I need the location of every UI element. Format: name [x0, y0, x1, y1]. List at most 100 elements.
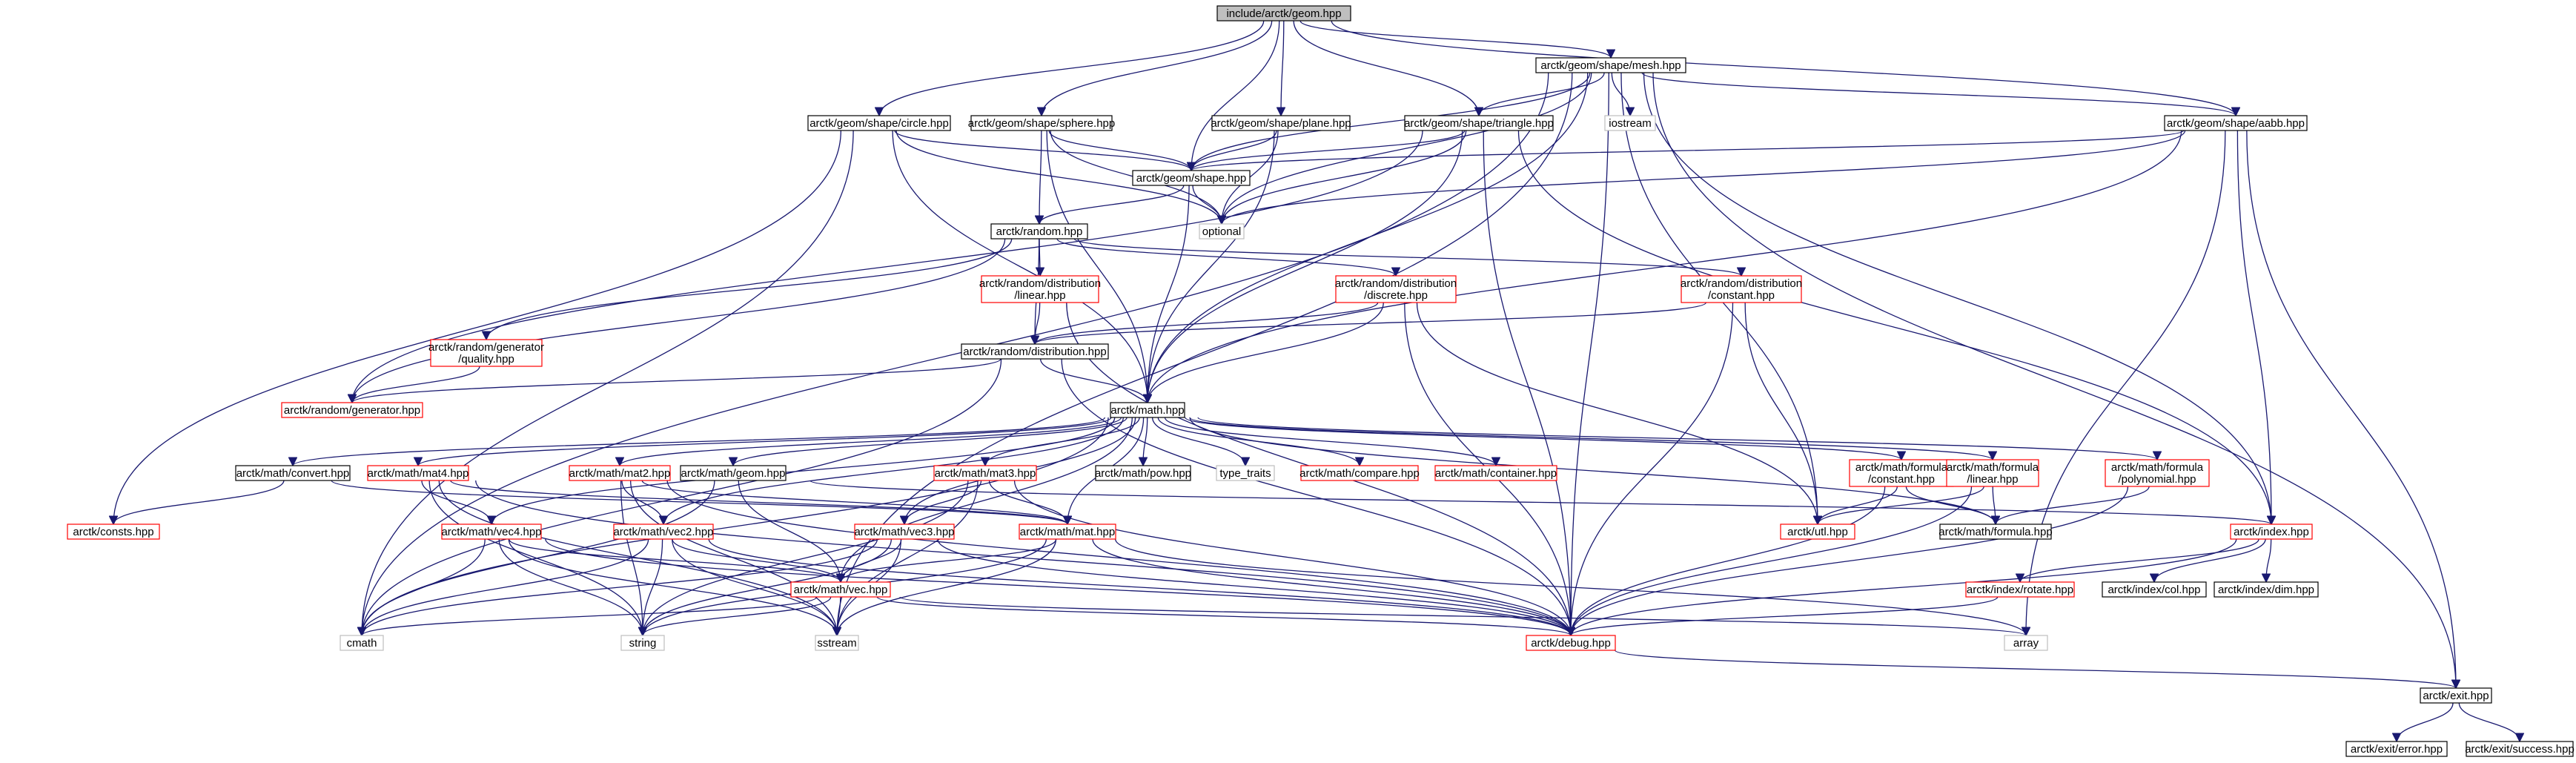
node-vec2[interactable]: arctk/math/vec2.hpp — [613, 523, 714, 540]
node-array: array — [2004, 635, 2048, 651]
node-label: include/arctk/geom.hpp — [1226, 7, 1341, 20]
node-mgeom[interactable]: arctk/math/geom.hpp — [680, 465, 787, 481]
node-rotate[interactable]: arctk/index/rotate.hpp — [1965, 581, 2075, 598]
edge-mesh-to-triangle — [1479, 72, 1605, 116]
node-plane[interactable]: arctk/geom/shape/plane.hpp — [1211, 115, 1351, 131]
edge-vec-to-sstream — [837, 596, 841, 635]
edge-mesh-to-index — [1643, 72, 2271, 524]
edge-math-to-vec2 — [663, 417, 1124, 524]
node-vec4[interactable]: arctk/math/vec4.hpp — [441, 523, 542, 540]
node-success[interactable]: arctk/exit/success.hpp — [2465, 741, 2575, 757]
node-random[interactable]: arctk/random.hpp — [990, 223, 1088, 240]
node-consts[interactable]: arctk/consts.hpp — [67, 523, 160, 540]
edge-math-to-fpoly — [1197, 417, 2157, 460]
node-vec3[interactable]: arctk/math/vec3.hpp — [854, 523, 955, 540]
node-col[interactable]: arctk/index/col.hpp — [2102, 581, 2207, 598]
node-mesh[interactable]: arctk/geom/shape/mesh.hpp — [1535, 57, 1686, 73]
node-formula[interactable]: arctk/math/formula.hpp — [1938, 523, 2053, 540]
node-box — [281, 402, 423, 418]
node-label: sstream — [817, 637, 856, 650]
node-label: arctk/math/mat4.hpp — [368, 467, 469, 480]
edge-math-to-mgeom — [733, 417, 1128, 466]
node-mat[interactable]: arctk/math/mat.hpp — [1019, 523, 1116, 540]
node-box — [367, 465, 469, 481]
edge-mat2-to-mat — [641, 480, 1067, 525]
node-utl[interactable]: arctk/utl.hpp — [1780, 523, 1855, 540]
edge-mesh-to-aabb — [1641, 72, 2236, 116]
node-label: arctk/random/distribution.hpp — [963, 346, 1106, 358]
node-type_traits: type_traits — [1216, 465, 1275, 481]
node-circle[interactable]: arctk/geom/shape/circle.hpp — [807, 115, 951, 131]
edge-ddiscrete-to-distribution — [1035, 302, 1379, 345]
node-triangle[interactable]: arctk/geom/shape/triangle.hpp — [1404, 115, 1554, 131]
edge-mesh-to-cmath — [362, 72, 1549, 635]
node-compare[interactable]: arctk/math/compare.hpp — [1299, 465, 1420, 481]
node-ddiscrete[interactable]: arctk/random/distribution/discrete.hpp — [1335, 275, 1457, 303]
edge-math-to-fconstant — [1185, 417, 1901, 460]
node-mat3[interactable]: arctk/math/mat3.hpp — [933, 465, 1037, 481]
edge-plane-to-math — [1148, 130, 1275, 403]
edge-math-to-vec4 — [491, 417, 1116, 524]
node-math[interactable]: arctk/math.hpp — [1110, 402, 1185, 418]
edge-vec4-to-vec — [508, 538, 841, 583]
edge-mesh-to-exit — [1652, 72, 2456, 688]
node-exit[interactable]: arctk/exit.hpp — [2420, 687, 2492, 704]
edge-aabb-to-index — [2236, 130, 2271, 524]
node-convert[interactable]: arctk/math/convert.hpp — [235, 465, 351, 481]
node-debug[interactable]: arctk/debug.hpp — [1526, 635, 1616, 651]
edge-mesh-to-sstream — [837, 72, 1573, 635]
edge-index-to-col — [2154, 538, 2266, 583]
node-aabb[interactable]: arctk/geom/shape/aabb.hpp — [2164, 115, 2308, 131]
node-box — [1216, 5, 1351, 22]
node-box — [613, 523, 714, 540]
node-dconstant[interactable]: arctk/random/distribution/constant.hpp — [1681, 275, 1802, 303]
node-fpoly[interactable]: arctk/math/formula/polynomial.hpp — [2105, 459, 2210, 487]
edge-mat-to-vec — [841, 538, 1057, 583]
node-pow[interactable]: arctk/math/pow.hpp — [1095, 465, 1191, 481]
node-fconstant[interactable]: arctk/math/formula/constant.hpp — [1849, 459, 1954, 487]
node-box — [933, 465, 1037, 481]
edge-shape-to-random — [1039, 185, 1185, 225]
node-box — [807, 115, 951, 131]
node-vec[interactable]: arctk/math/vec.hpp — [790, 581, 891, 598]
node-index[interactable]: arctk/index.hpp — [2230, 523, 2313, 540]
edge-vec4-to-string — [498, 538, 643, 635]
node-box — [1211, 115, 1351, 131]
node-label: arctk/geom/shape/triangle.hpp — [1404, 117, 1554, 130]
node-sstream: sstream — [815, 635, 859, 651]
node-box — [970, 115, 1113, 131]
edge-math-to-formula — [1189, 417, 1996, 524]
node-label: iostream — [1609, 117, 1652, 130]
node-quality[interactable]: arctk/random/generator/quality.hpp — [428, 339, 544, 367]
node-box — [1095, 465, 1191, 481]
node-box — [1110, 402, 1185, 418]
edge-triangle-to-shape — [1191, 130, 1466, 171]
node-box — [680, 465, 787, 481]
node-shape[interactable]: arctk/geom/shape.hpp — [1132, 170, 1251, 186]
node-flinear[interactable]: arctk/math/formula/linear.hpp — [1946, 459, 2039, 487]
edge-mat4-to-debug — [475, 480, 1571, 635]
edge-fpoly-to-formula — [1996, 486, 2150, 525]
node-mat4[interactable]: arctk/math/mat4.hpp — [367, 465, 469, 481]
node-label: arctk/math/pow.hpp — [1095, 467, 1191, 480]
edge-triangle-to-debug — [1483, 130, 1571, 635]
node-mat2[interactable]: arctk/math/mat2.hpp — [569, 465, 671, 481]
node-distribution[interactable]: arctk/random/distribution.hpp — [961, 343, 1109, 360]
edge-shape-to-optional — [1192, 185, 1222, 225]
node-label: arctk/exit/success.hpp — [2465, 743, 2575, 756]
node-geom[interactable]: include/arctk/geom.hpp — [1216, 5, 1351, 22]
node-label: arctk/math/mat.hpp — [1020, 526, 1115, 538]
node-box — [854, 523, 955, 540]
node-box — [815, 635, 859, 651]
node-label: arctk/random/generator.hpp — [284, 404, 420, 417]
edge-vec2-to-string — [643, 538, 663, 635]
node-container[interactable]: arctk/math/container.hpp — [1434, 465, 1557, 481]
edge-fconstant-to-utl — [1818, 486, 1898, 525]
node-dlinear[interactable]: arctk/random/distribution/linear.hpp — [979, 275, 1101, 303]
node-dim[interactable]: arctk/index/dim.hpp — [2214, 581, 2319, 598]
node-box — [1216, 465, 1275, 481]
edge-vec-to-cmath — [362, 596, 818, 636]
node-sphere[interactable]: arctk/geom/shape/sphere.hpp — [968, 115, 1115, 131]
node-error[interactable]: arctk/exit/error.hpp — [2345, 741, 2448, 757]
node-generator[interactable]: arctk/random/generator.hpp — [281, 402, 423, 418]
